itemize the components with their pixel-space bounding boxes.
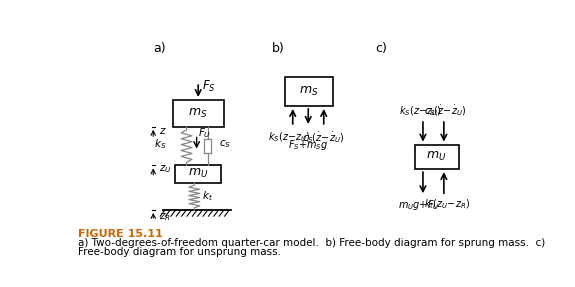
Text: $F_U$: $F_U$ [198, 126, 212, 140]
Text: $c_S(\dot{z}{-}\dot{z}_U)$: $c_S(\dot{z}{-}\dot{z}_U)$ [424, 103, 467, 118]
Text: $m_U$: $m_U$ [188, 167, 208, 180]
Text: $k_S$: $k_S$ [154, 138, 166, 152]
Bar [415, 145, 459, 169]
Text: $k_t(z_U{-}z_R)$: $k_t(z_U{-}z_R)$ [424, 198, 470, 211]
Text: $z$: $z$ [159, 126, 166, 136]
Bar [285, 77, 333, 106]
Text: a) Two-degrees-of-freedom quarter-car model.  b) Free-body diagram for sprung ma: a) Two-degrees-of-freedom quarter-car mo… [78, 238, 545, 249]
Text: $k_S(z{-}z_U)$: $k_S(z{-}z_U)$ [399, 104, 442, 118]
Text: c): c) [375, 42, 388, 55]
Bar [172, 100, 224, 127]
Text: $F_S{+}m_Sg$: $F_S{+}m_Sg$ [288, 138, 328, 152]
Text: Free-body diagram for unsprung mass.: Free-body diagram for unsprung mass. [78, 247, 281, 257]
Text: $z_R$: $z_R$ [159, 211, 171, 223]
Text: $m_S$: $m_S$ [298, 85, 318, 98]
Text: $m_U$: $m_U$ [426, 150, 446, 163]
Text: $z_U$: $z_U$ [159, 163, 171, 175]
Text: $F_S$: $F_S$ [202, 79, 216, 94]
Text: $m_Ug{+}F_U$: $m_Ug{+}F_U$ [398, 198, 440, 212]
Text: FIGURE 15.11: FIGURE 15.11 [78, 229, 163, 239]
Text: $k_t$: $k_t$ [202, 189, 213, 203]
Text: b): b) [272, 42, 285, 55]
Text: $m_S$: $m_S$ [189, 106, 208, 119]
Text: $k_S(z{-}z_U)$: $k_S(z{-}z_U)$ [267, 131, 310, 144]
Text: a): a) [154, 42, 166, 55]
Text: $c_S(\dot{z}{-}\dot{z}_U)$: $c_S(\dot{z}{-}\dot{z}_U)$ [302, 131, 345, 146]
Text: $c_S$: $c_S$ [219, 139, 231, 150]
Bar [175, 165, 221, 183]
